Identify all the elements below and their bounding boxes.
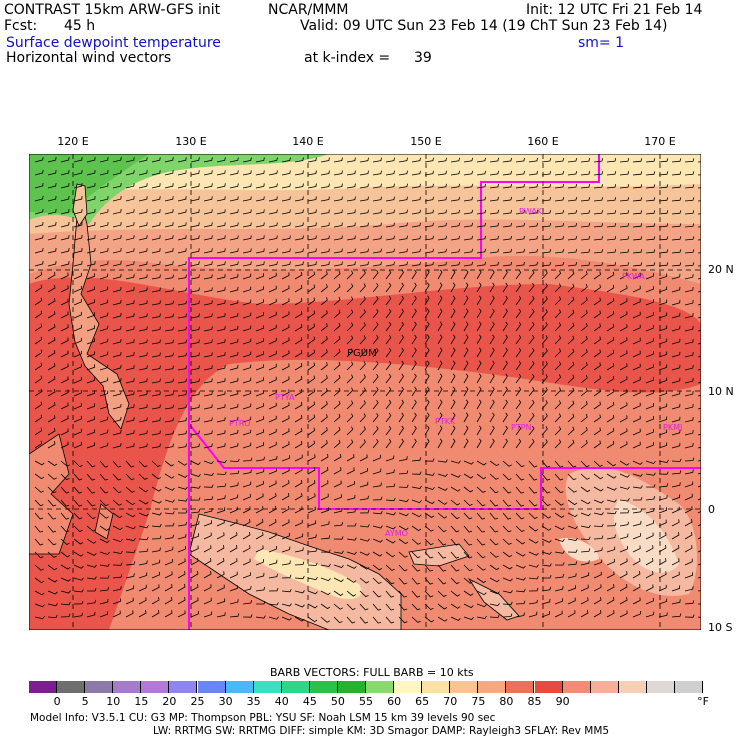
field-85-patch (559, 538, 599, 562)
fcst-value: 45 h (64, 18, 96, 34)
color-bar-box (309, 681, 338, 693)
color-bar-tick: 0 (53, 695, 61, 708)
color-bar-tick: 55 (359, 695, 373, 708)
kindex-value: 39 (414, 50, 432, 66)
color-bar-tick: 45 (302, 695, 317, 708)
color-bar-box (253, 681, 282, 693)
field-85-east (613, 499, 679, 573)
lat-label-20n: 20 N (708, 263, 734, 276)
map-panel: PGUM PTYA PTRO PTKK PTPN PKMJ PKWA PWAK … (28, 153, 708, 631)
color-bar-box (646, 681, 675, 693)
color-bar-box (141, 681, 170, 693)
lat-label-10s: 10 S (708, 621, 733, 634)
color-bar-box (478, 681, 507, 693)
model-info-line2: LW: RRTMG SW: RRTMG DIFF: simple KM: 3D … (153, 725, 610, 737)
color-bar-tick: 60 (387, 695, 402, 708)
color-bar-tick: 10 (106, 695, 121, 708)
station-ptya: PTYA (275, 393, 295, 402)
color-bar-box (57, 681, 86, 693)
field-title: Surface dewpoint temperature (6, 35, 221, 51)
station-pkmj: PKMJ (663, 423, 682, 432)
color-bar-box (169, 681, 198, 693)
color-bar-box (225, 681, 254, 693)
lat-label-10n: 10 N (708, 385, 734, 398)
solomons-land (467, 577, 520, 621)
color-bar-box (366, 681, 395, 693)
halmahera-land (94, 503, 114, 540)
field-50-nw2 (29, 154, 149, 214)
color-bar-box (590, 681, 619, 693)
color-bar-box (534, 681, 563, 693)
lon-label-160: 160 E (527, 135, 559, 148)
kindex-label: at k-index = (304, 50, 391, 66)
model-info-line1: Model Info: V3.5.1 CU: G3 MP: Thompson P… (30, 712, 496, 724)
color-bar-tick: 80 (499, 695, 514, 708)
color-bar-unit: °F (697, 695, 709, 708)
new-britain-land (408, 543, 470, 567)
color-bar-box (337, 681, 366, 693)
field-subtitle: Horizontal wind vectors (6, 50, 172, 66)
station-pwak: PWAK (519, 207, 543, 216)
color-bar-tick: 70 (443, 695, 458, 708)
lon-label-120: 120 E (57, 135, 89, 148)
color-bar-box (85, 681, 114, 693)
color-bar-box (281, 681, 310, 693)
color-bar-tick: 50 (330, 695, 345, 708)
org-label: NCAR/MMM (268, 2, 349, 18)
station-ptpn: PTPN (511, 423, 532, 432)
station-pgum: PGUM (347, 348, 377, 359)
fcst-label: Fcst: (4, 18, 38, 34)
valid-label: Valid: 09 UTC Sun 23 Feb 14 (19 ChT Sun … (300, 18, 668, 34)
lon-label-140: 140 E (292, 135, 324, 148)
color-bar-tick: 40 (274, 695, 289, 708)
color-bar-box (113, 681, 142, 693)
wind-barbs (34, 156, 708, 624)
station-ptro: PTRO (229, 419, 251, 428)
station-pkwa: PKWA (622, 272, 645, 281)
color-bar-tick: 25 (190, 695, 205, 708)
color-bar-box (450, 681, 479, 693)
station-ptkk: PTKK (435, 417, 456, 426)
station-aymo: AYMO (385, 529, 408, 538)
color-bar-box (562, 681, 591, 693)
color-bar-tick: 35 (246, 695, 261, 708)
color-bar-tick: 5 (81, 695, 89, 708)
lon-label-130: 130 E (175, 135, 207, 148)
philippines-land (68, 193, 130, 430)
taiwan-land (72, 183, 88, 227)
color-bar-tick: 85 (527, 695, 542, 708)
color-bar-box (618, 681, 647, 693)
lon-label-150: 150 E (410, 135, 442, 148)
color-bar (29, 681, 703, 693)
fir-boundary (188, 154, 600, 630)
color-bar-box (422, 681, 451, 693)
color-bar-box (394, 681, 423, 693)
color-bar-tick: 90 (555, 695, 570, 708)
color-bar-tick: 75 (471, 695, 486, 708)
color-bar-tick: 30 (218, 695, 233, 708)
color-bar-box (506, 681, 535, 693)
color-bar-box (197, 681, 226, 693)
new-guinea-highlands (254, 549, 362, 600)
color-bar-box (674, 681, 703, 693)
color-bar-tick: 15 (134, 695, 149, 708)
lon-label-170: 170 E (644, 135, 676, 148)
model-title: CONTRAST 15km ARW-GFS init (4, 2, 221, 18)
color-bar-box (29, 681, 58, 693)
color-bar-tick: 65 (415, 695, 430, 708)
init-label: Init: 12 UTC Fri 21 Feb 14 (526, 2, 703, 18)
lat-label-0: 0 (708, 503, 715, 516)
color-bar-tick: 20 (162, 695, 177, 708)
field-60-north (29, 177, 701, 234)
dewpoint-map: PGUM PTYA PTRO PTKK PTPN PKMJ PKWA PWAK … (28, 153, 708, 631)
smoothing-label: sm= 1 (578, 35, 625, 51)
barb-caption: BARB VECTORS: FULL BARB = 10 kts (270, 666, 474, 679)
